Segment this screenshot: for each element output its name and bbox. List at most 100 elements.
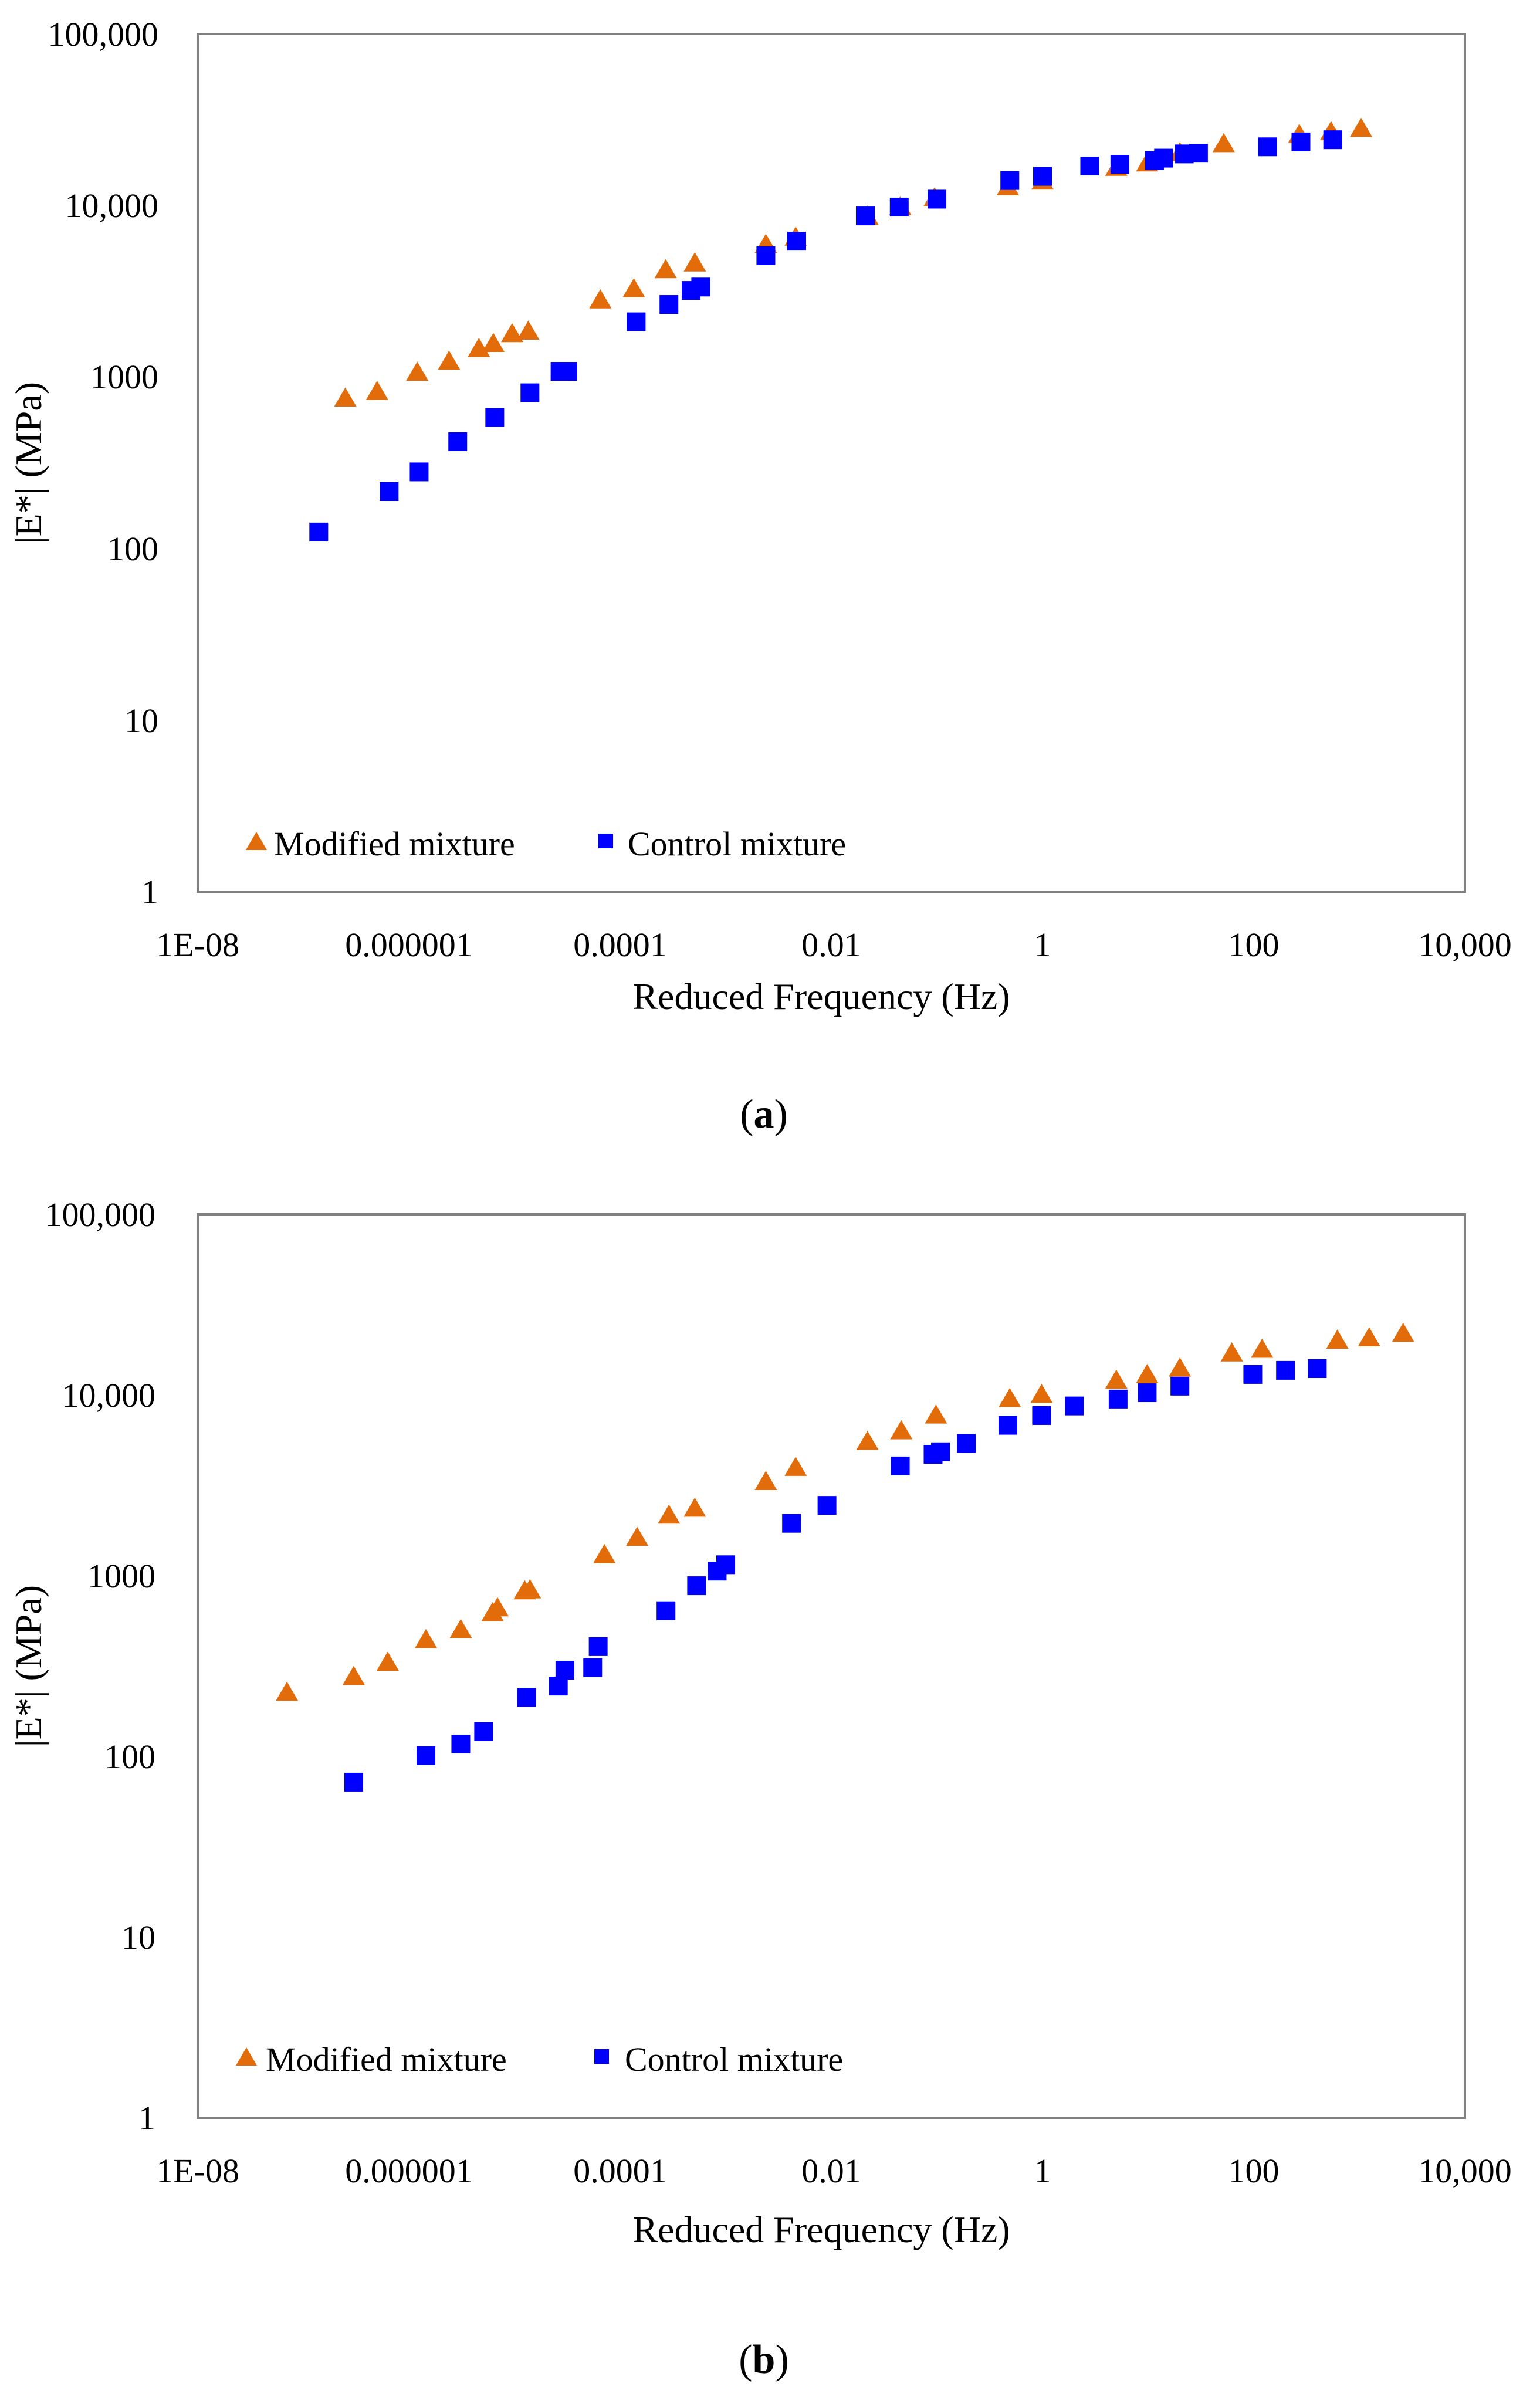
chart-b-point-control: [1138, 1383, 1157, 1403]
chart-b-x-tick-label: 0.000001: [345, 2152, 473, 2190]
chart-a-legend: Modified mixture Control mixture: [246, 825, 846, 863]
chart-b-panel-label: (b): [739, 2337, 789, 2382]
chart-b-x-tick-label: 0.01: [801, 2152, 861, 2190]
chart-b-point-modified: [1326, 1329, 1349, 1349]
chart-a-legend-marker-modified: [246, 832, 267, 850]
chart-b-point-modified: [486, 1597, 509, 1617]
chart-b-point-modified: [1251, 1338, 1274, 1358]
chart-b-point-modified: [449, 1619, 472, 1638]
chart-a-point-modified: [365, 381, 388, 400]
chart-b-point-control: [716, 1555, 735, 1575]
chart-a-data-marks: [309, 117, 1373, 541]
chart-b-point-modified: [626, 1526, 649, 1546]
chart-b-point-control: [1032, 1406, 1051, 1425]
chart-b-point-modified: [784, 1457, 807, 1476]
chart-a-y-tick-label: 10,000: [65, 187, 159, 225]
chart-b-point-control: [474, 1722, 493, 1741]
chart-b-point-modified: [342, 1665, 365, 1685]
chart-b-y-tick-label: 100,000: [45, 1196, 156, 1234]
chart-b-legend: Modified mixture Control mixture: [236, 2040, 843, 2078]
chart-b-point-control: [1243, 1365, 1263, 1384]
chart-b-point-control: [344, 1772, 363, 1792]
chart-b-x-tick-labels: 1E-08 0.000001 0.0001 0.01 1 100 10,000: [156, 2152, 1512, 2190]
chart-b-y-tick-label: 100: [104, 1738, 155, 1776]
chart-a-point-control: [380, 482, 399, 501]
chart-a-x-tick-label: 0.0001: [573, 926, 667, 964]
chart-a-point-control: [409, 462, 429, 482]
chart-a-x-tick-label: 1E-08: [156, 926, 239, 964]
chart-b-point-modified: [1358, 1327, 1380, 1347]
chart-b-point-modified: [890, 1420, 913, 1440]
chart-a-point-control: [558, 362, 577, 381]
chart-b-point-control: [957, 1434, 976, 1453]
chart-a-legend-label-modified: Modified mixture: [274, 825, 515, 863]
chart-b-plot-area: [197, 1213, 1466, 2119]
chart-a-point-modified: [468, 337, 490, 357]
chart-b-point-modified: [376, 1651, 399, 1671]
chart-a-x-axis-title: Reduced Frequency (Hz): [632, 976, 1010, 1017]
chart-b-data-marks: [276, 1322, 1414, 1792]
chart-a-point-control: [756, 246, 776, 265]
chart-a-point-control: [691, 277, 710, 297]
chart-b-point-control: [891, 1456, 910, 1475]
chart-b-point-modified: [276, 1681, 299, 1701]
chart-a-point-control: [1154, 148, 1173, 168]
chart-b-point-control: [1065, 1396, 1084, 1416]
chart-a-plot-area: [197, 33, 1466, 893]
chart-a-y-tick-label: 100,000: [48, 15, 159, 53]
chart-a-x-tick-label: 100: [1228, 926, 1280, 964]
chart-a-x-tick-label: 0.000001: [345, 926, 473, 964]
chart-b-point-modified: [593, 1543, 616, 1563]
chart-b-point-modified: [1105, 1369, 1128, 1389]
chart-b-y-tick-labels: 100,000 10,000 1000 100 10 1: [45, 1196, 156, 2137]
chart-b-y-tick-label: 10,000: [62, 1376, 156, 1414]
chart-b-point-modified: [415, 1629, 438, 1648]
chart-b-point-control: [998, 1416, 1017, 1435]
chart-b-legend-label-modified: Modified mixture: [266, 2040, 507, 2078]
chart-a-x-tick-labels: 1E-08 0.000001 0.0001 0.01 1 100 10,000: [156, 926, 1512, 964]
chart-a-point-modified: [517, 320, 540, 340]
chart-b-x-axis-title: Reduced Frequency (Hz): [632, 2209, 1010, 2250]
chart-b-point-control: [588, 1637, 608, 1656]
chart-a-panel-label: (a): [740, 1092, 788, 1137]
chart-b-point-modified: [856, 1430, 879, 1450]
chart-b-point-modified: [683, 1497, 706, 1517]
chart-a-point-modified: [406, 361, 429, 381]
chart-b-point-modified: [658, 1504, 681, 1524]
chart-b-point-control: [1308, 1359, 1327, 1378]
chart-a-point-control: [1258, 137, 1277, 157]
chart-b-point-control: [417, 1746, 436, 1765]
chart-b-point-control: [555, 1661, 574, 1680]
chart-a-x-tick-label: 0.01: [801, 926, 861, 964]
chart-a-point-control: [855, 206, 875, 226]
chart-a-point-modified: [438, 350, 461, 370]
chart-b-point-control: [817, 1496, 837, 1515]
chart-b: 100,000 10,000 1000 100 10 1 1E-08 0.000…: [8, 1196, 1512, 2382]
chart-b-point-control: [583, 1658, 603, 1677]
chart-b-point-modified: [1136, 1363, 1159, 1383]
chart-b-point-modified: [519, 1579, 541, 1599]
chart-b-legend-marker-control: [594, 2049, 609, 2064]
chart-a-point-control: [485, 408, 505, 427]
chart-a-point-control: [1000, 171, 1020, 190]
chart-a-point-control: [1080, 157, 1099, 176]
chart-a-point-control: [889, 197, 909, 216]
chart-b-point-control: [1276, 1360, 1295, 1380]
chart-b-point-control: [782, 1514, 801, 1533]
chart-a-point-modified: [589, 289, 612, 309]
chart-b-point-modified: [1169, 1357, 1192, 1377]
chart-a-point-modified: [500, 323, 523, 343]
chart-a-point-control: [928, 189, 946, 209]
chart-b-point-control: [1170, 1376, 1190, 1396]
chart-b-point-modified: [999, 1387, 1021, 1407]
chart-a-y-tick-label: 1000: [90, 358, 158, 396]
chart-a-y-tick-label: 10: [124, 702, 158, 740]
chart-a-point-modified: [622, 278, 645, 297]
chart-b-point-control: [1108, 1389, 1128, 1409]
chart-b-point-control: [931, 1442, 950, 1461]
chart-b-legend-marker-modified: [236, 2047, 257, 2066]
chart-b-x-tick-label: 1E-08: [156, 2152, 239, 2190]
chart-a-y-tick-labels: 100,000 10,000 1000 100 10 1: [48, 15, 159, 911]
chart-a-point-modified: [482, 333, 505, 353]
chart-a-point-modified: [683, 252, 706, 272]
